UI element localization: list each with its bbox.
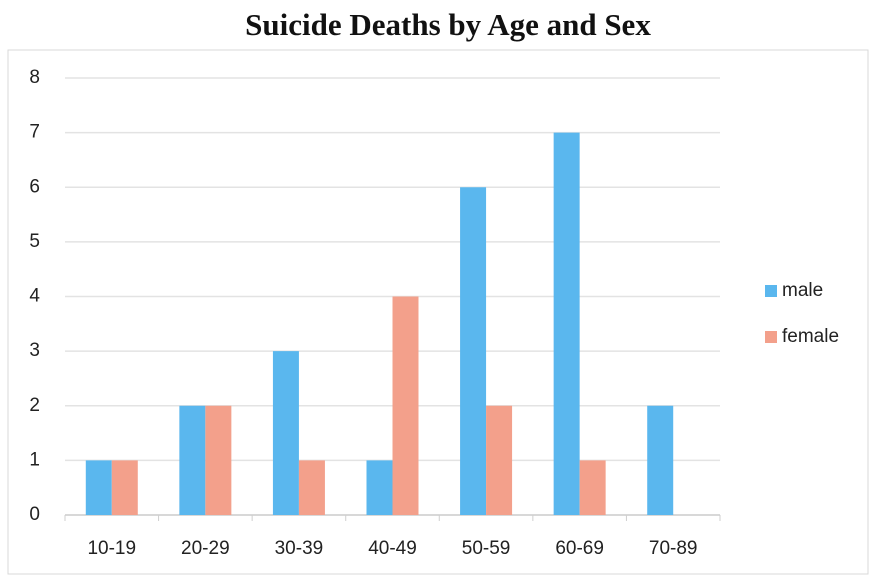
x-tick-label: 30-39 [275, 538, 324, 559]
legend-swatch [765, 331, 777, 343]
bar [553, 132, 580, 515]
y-tick-label: 8 [29, 67, 40, 88]
bar [579, 460, 606, 515]
y-tick-label: 6 [29, 176, 40, 197]
x-tick-label: 50-59 [462, 538, 511, 559]
bar [486, 405, 513, 515]
y-tick-label: 4 [29, 286, 40, 307]
x-tick-label: 70-89 [649, 538, 698, 559]
bar [460, 187, 487, 515]
y-tick-label: 2 [29, 395, 40, 416]
bar [111, 460, 138, 515]
y-tick-label: 7 [29, 122, 40, 143]
bar [85, 460, 112, 515]
bar [272, 351, 299, 515]
bar [179, 405, 206, 515]
x-tick-label: 60-69 [555, 538, 604, 559]
bar [366, 460, 393, 515]
y-tick-label: 1 [29, 449, 40, 470]
y-tick-label: 3 [29, 340, 40, 361]
x-tick-label: 10-19 [87, 538, 136, 559]
x-tick-label: 20-29 [181, 538, 230, 559]
y-tick-label: 0 [29, 504, 40, 525]
y-tick-label: 5 [29, 231, 40, 252]
chart-frame [7, 49, 869, 575]
legend-label: female [782, 326, 839, 347]
bar [647, 405, 674, 515]
bar [205, 405, 232, 515]
legend-label: male [782, 280, 823, 301]
legend-swatch [765, 285, 777, 297]
chart-title: Suicide Deaths by Age and Sex [245, 7, 651, 42]
bar [392, 296, 419, 515]
bar [298, 460, 325, 515]
x-tick-label: 40-49 [368, 538, 417, 559]
